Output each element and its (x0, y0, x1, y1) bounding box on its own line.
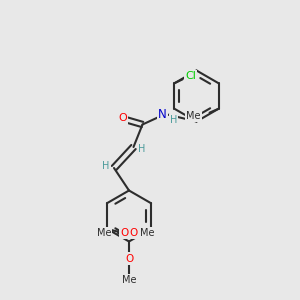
Text: O: O (118, 113, 127, 124)
Text: O: O (120, 228, 128, 238)
Text: Me: Me (97, 228, 111, 238)
Text: N: N (158, 108, 167, 121)
Text: Cl: Cl (185, 71, 197, 81)
Text: O: O (130, 228, 138, 238)
Text: H: H (170, 115, 177, 125)
Text: Me: Me (122, 274, 136, 285)
Text: H: H (102, 160, 110, 171)
Text: O: O (125, 254, 133, 264)
Text: Me: Me (186, 111, 201, 121)
Text: H: H (138, 144, 145, 154)
Text: Me: Me (140, 228, 154, 238)
